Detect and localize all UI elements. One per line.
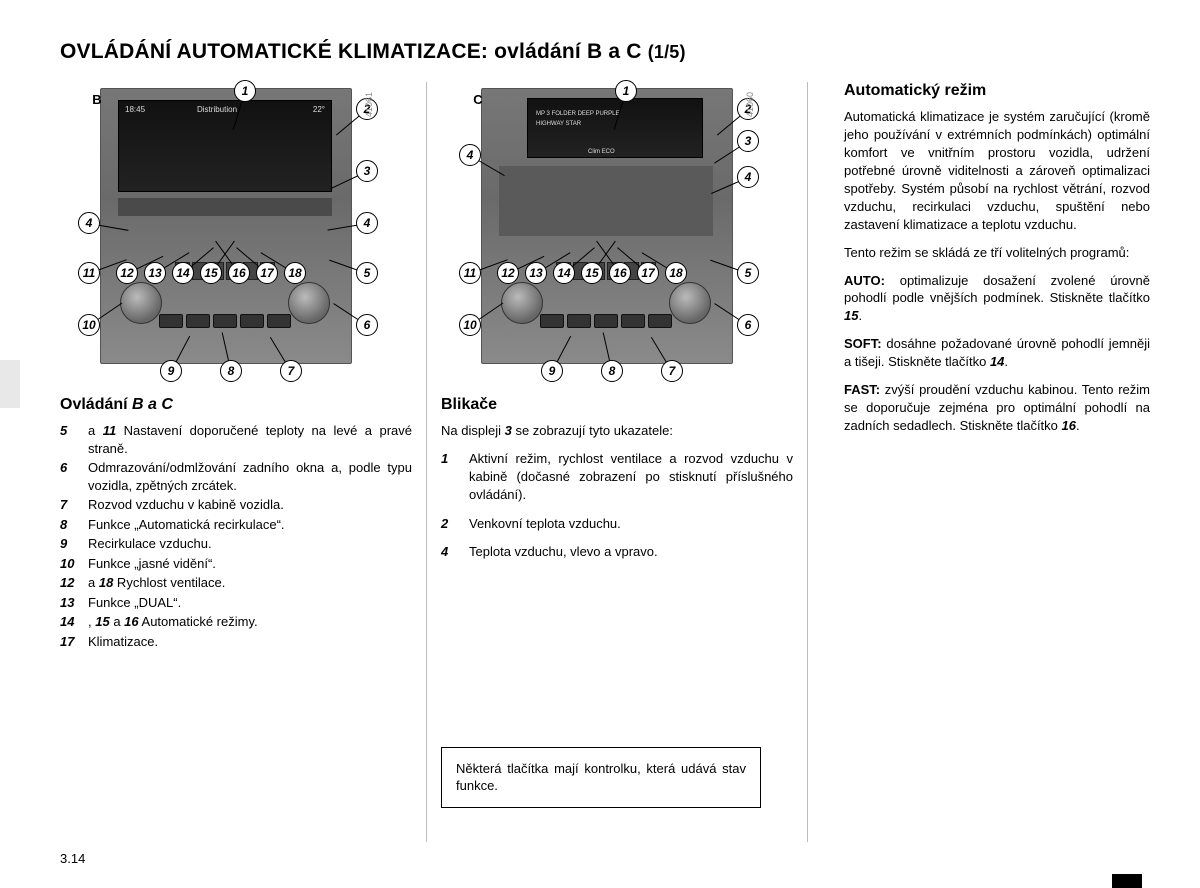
list-item: 9Recirkulace vzduchu. [60,535,412,553]
callout-8: 8 [601,360,623,382]
callout-9: 9 [160,360,182,382]
image-code-c: 41060 [745,92,755,117]
page-title: OVLÁDÁNÍ AUTOMATICKÉ KLIMATIZACE: ovládá… [60,40,1150,64]
callout-4: 4 [459,144,481,166]
column-separator-2 [807,82,808,842]
screen-c-line1: MP 3 FOLDER DEEP PURPLE [536,111,619,117]
column-left: 18:45 Distribution 22° B 41061 123441112… [60,82,412,842]
display-screen-b: 18:45 Distribution 22° [118,100,332,192]
list-item: 8Funkce „Automatická recirkulace“. [60,516,412,534]
dial-left-c [501,282,543,324]
dial-right-c [669,282,711,324]
callout-5: 5 [737,262,759,284]
callout-10: 10 [459,314,481,336]
heading-auto-mode: Automatický režim [844,82,1150,100]
list-item: 10Funkce „jasné vidění“. [60,555,412,573]
note-box: Některá tlačítka mají kontrolku, která u… [441,747,761,808]
callout-12: 12 [116,262,138,284]
callout-9: 9 [541,360,563,382]
callout-1: 1 [615,80,637,102]
callout-12: 12 [497,262,519,284]
list-item: 13Funkce „DUAL“. [60,594,412,612]
diagram-c: MP 3 FOLDER DEEP PURPLE HIGHWAY STAR Cli… [441,82,761,382]
list-item: 1Aktivní režim, rychlost ventilace a roz… [441,450,793,505]
callout-18: 18 [665,262,687,284]
callout-1: 1 [234,80,256,102]
screen-label: Distribution [197,105,237,114]
screen-temp: 22° [313,105,325,114]
callout-11: 11 [459,262,481,284]
list-item: 12 a 18 Rychlost ventilace. [60,574,412,592]
screen-c-bottom: Clim ECO [588,149,615,155]
callout-7: 7 [280,360,302,382]
page-edge-tab [0,360,20,408]
dial-left [120,282,162,324]
title-main: OVLÁDÁNÍ AUTOMATICKÉ KLIMATIZACE: ovládá… [60,40,648,63]
list-item: 7Rozvod vzduchu v kabině vozidla. [60,496,412,514]
callout-8: 8 [220,360,242,382]
column-middle: MP 3 FOLDER DEEP PURPLE HIGHWAY STAR Cli… [441,82,793,842]
callout-17: 17 [256,262,278,284]
diagram-b: 18:45 Distribution 22° B 41061 123441112… [60,82,380,382]
column-right: Automatický režim Automatická klimatizac… [822,82,1150,842]
indicators-intro: Na displeji 3 se zobrazují tyto ukazatel… [441,422,793,440]
indicator-list: 1Aktivní režim, rychlost ventilace a roz… [441,450,793,561]
list-item: 17Klimatizace. [60,633,412,651]
heading-indicators: Blikače [441,396,793,414]
list-item: 5 a 11 Nastavení doporučené teploty na l… [60,422,412,457]
content-columns: 18:45 Distribution 22° B 41061 123441112… [60,82,1150,842]
callout-15: 15 [200,262,222,284]
radio-cluster [499,166,713,236]
callout-5: 5 [356,262,378,284]
list-item: 6Odmrazování/odmlžování zadního okna a, … [60,459,412,494]
button-row-bottom [159,314,291,328]
callout-6: 6 [737,314,759,336]
callout-10: 10 [78,314,100,336]
column-separator-1 [426,82,427,842]
callout-14: 14 [553,262,575,284]
diagram-label-b: B [86,88,108,110]
callout-7: 7 [661,360,683,382]
callout-14: 14 [172,262,194,284]
image-code-b: 41061 [364,92,374,117]
mode-fast: FAST: zvýší proudění vzduchu kabinou. Te… [844,381,1150,435]
callout-4: 4 [78,212,100,234]
list-item: 4Teplota vzduchu, vlevo a vpravo. [441,543,793,561]
list-item: 2Venkovní teplota vzduchu. [441,515,793,533]
diagram-label-c: C [467,88,489,110]
list-item: 14, 15 a 16 Automatické režimy. [60,613,412,631]
callout-13: 13 [525,262,547,284]
callout-6: 6 [356,314,378,336]
page-number: 3.14 [60,851,85,866]
callout-4: 4 [356,212,378,234]
mode-soft: SOFT: dosáhne požadované úrovně pohodlí … [844,335,1150,371]
callout-18: 18 [284,262,306,284]
callout-11: 11 [78,262,100,284]
callout-3: 3 [356,160,378,182]
dial-right [288,282,330,324]
control-list-a: 5 a 11 Nastavení doporučené teploty na l… [60,422,412,651]
callout-17: 17 [637,262,659,284]
screen-time: 18:45 [125,105,145,114]
callout-15: 15 [581,262,603,284]
heading-controls-bc: Ovládání B a C [60,396,412,414]
button-row-bottom-c [540,314,672,328]
mode-auto: AUTO: optimalizuje dosažení zvolené úrov… [844,272,1150,326]
callout-16: 16 [228,262,250,284]
callout-3: 3 [737,130,759,152]
screen-c-line2: HIGHWAY STAR [536,121,581,127]
callout-13: 13 [144,262,166,284]
auto-mode-p2: Tento režim se skládá ze tří volitelných… [844,244,1150,262]
footer-mark [1112,874,1142,888]
auto-mode-p1: Automatická klimatizace je systém zaruču… [844,108,1150,234]
callout-16: 16 [609,262,631,284]
title-suffix: (1/5) [648,42,686,62]
function-strip [118,198,332,216]
callout-4: 4 [737,166,759,188]
